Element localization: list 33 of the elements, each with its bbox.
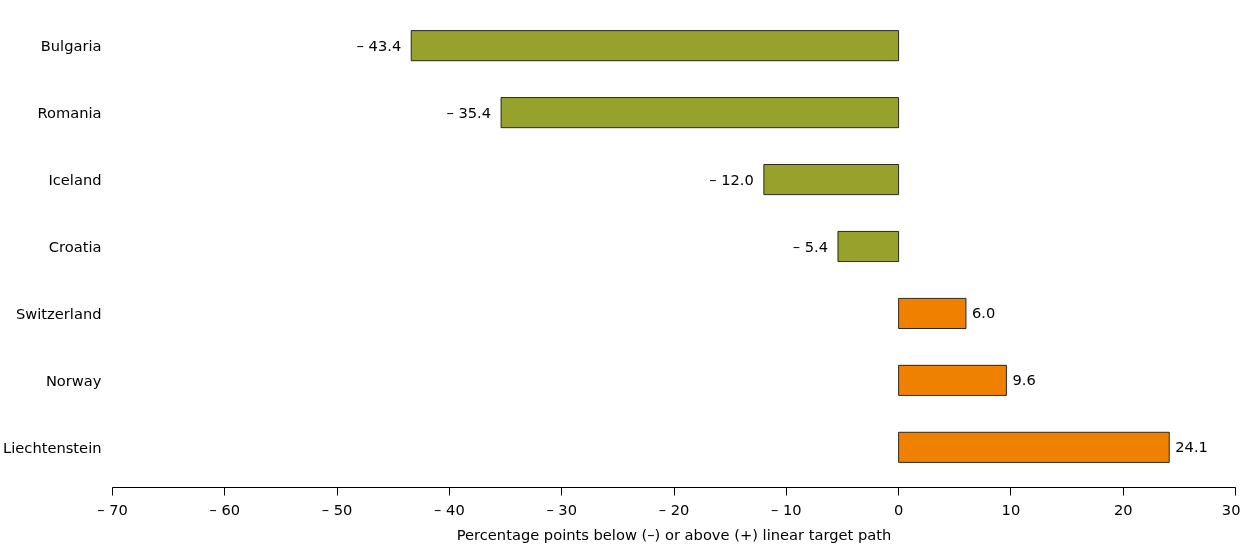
data-label: – 35.4 bbox=[446, 104, 492, 122]
x-tick-label: – 70 bbox=[97, 500, 128, 518]
bar bbox=[837, 231, 899, 262]
bar bbox=[410, 30, 899, 62]
x-tick-label: – 10 bbox=[770, 500, 802, 518]
data-label: 6.0 bbox=[971, 304, 996, 322]
y-tick-label: Romania bbox=[37, 104, 102, 122]
x-tick-label: 30 bbox=[1221, 500, 1241, 518]
y-tick-label: Liechtenstein bbox=[3, 438, 102, 456]
data-label: 24.1 bbox=[1175, 438, 1208, 456]
x-tick-label: 20 bbox=[1113, 500, 1133, 518]
bar bbox=[898, 431, 1170, 463]
data-label: – 12.0 bbox=[709, 171, 754, 189]
x-tick-label: 0 bbox=[893, 500, 904, 518]
x-tick-label: – 20 bbox=[658, 500, 690, 518]
data-label: – 5.4 bbox=[792, 238, 828, 255]
x-tick-label: – 30 bbox=[546, 500, 578, 518]
y-tick-label: Bulgaria bbox=[40, 37, 102, 55]
bar bbox=[500, 97, 899, 129]
bar bbox=[898, 297, 967, 329]
x-tick-label: 10 bbox=[1001, 500, 1021, 518]
x-axis-title: Percentage points below (–) or above (+) linear target path bbox=[456, 525, 892, 543]
data-label: – 43.4 bbox=[356, 37, 402, 55]
y-tick-label: Switzerland bbox=[16, 304, 102, 322]
x-tick-label: – 60 bbox=[209, 500, 241, 518]
y-tick-label: Norway bbox=[45, 371, 102, 389]
bar bbox=[898, 364, 1007, 396]
y-tick-label: Croatia bbox=[48, 238, 102, 255]
data-label: 9.6 bbox=[1012, 371, 1036, 389]
x-tick-label: – 40 bbox=[434, 500, 465, 518]
x-tick-label: – 50 bbox=[321, 500, 353, 518]
bar bbox=[763, 164, 899, 196]
y-tick-label: Iceland bbox=[48, 171, 102, 189]
